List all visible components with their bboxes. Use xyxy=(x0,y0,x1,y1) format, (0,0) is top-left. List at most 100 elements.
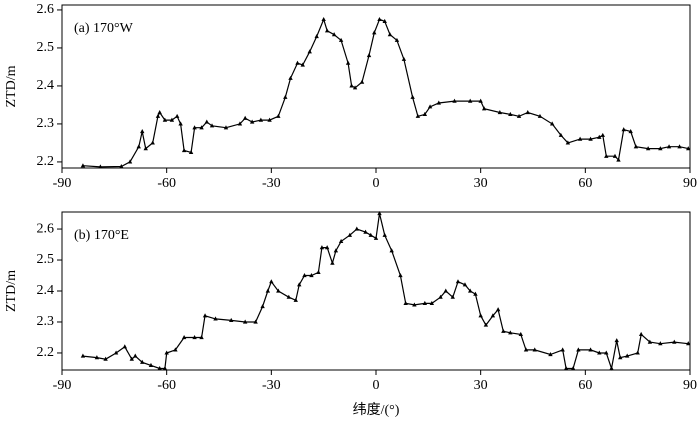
data-marker xyxy=(178,121,183,126)
data-marker xyxy=(548,352,553,357)
data-marker xyxy=(558,132,564,137)
data-marker xyxy=(150,140,155,145)
data-marker xyxy=(293,297,298,302)
data-marker xyxy=(258,117,264,122)
data-marker xyxy=(389,248,394,253)
data-marker xyxy=(422,111,428,117)
data-marker xyxy=(633,144,639,149)
data-marker xyxy=(127,159,133,164)
data-marker xyxy=(443,288,448,293)
data-marker xyxy=(422,300,428,305)
y-tick-label: 2.4 xyxy=(37,78,55,93)
y-tick-label: 2.6 xyxy=(37,2,55,17)
data-marker xyxy=(129,356,134,361)
data-marker xyxy=(618,355,623,360)
data-marker xyxy=(403,300,408,305)
data-marker xyxy=(427,104,433,109)
data-marker xyxy=(319,245,325,250)
data-marker xyxy=(174,113,180,118)
data-marker xyxy=(140,129,145,134)
data-marker xyxy=(401,56,407,61)
data-marker xyxy=(155,113,161,118)
data-marker xyxy=(473,291,478,296)
y-tick-label: 2.5 xyxy=(37,40,55,55)
data-marker xyxy=(368,232,373,237)
data-marker xyxy=(377,16,382,22)
data-marker xyxy=(450,294,455,299)
data-marker xyxy=(597,134,602,139)
data-marker xyxy=(314,34,319,39)
data-marker xyxy=(516,113,522,118)
data-marker xyxy=(490,313,496,318)
data-marker xyxy=(635,350,640,355)
data-marker xyxy=(302,273,307,278)
data-marker xyxy=(143,146,148,151)
data-marker xyxy=(366,53,372,58)
data-marker xyxy=(352,85,358,90)
data-marker xyxy=(621,127,626,132)
data-marker xyxy=(265,288,271,293)
data-marker xyxy=(286,294,291,299)
data-marker xyxy=(468,288,473,293)
data-marker xyxy=(576,347,581,352)
data-marker xyxy=(501,328,506,333)
data-marker xyxy=(209,123,215,128)
data-marker xyxy=(276,288,281,293)
data-marker xyxy=(394,37,400,42)
data-marker xyxy=(429,300,435,305)
data-marker xyxy=(537,113,543,118)
data-marker xyxy=(658,341,663,346)
data-marker xyxy=(80,163,86,168)
data-marker xyxy=(331,32,337,37)
data-marker xyxy=(223,125,229,130)
data-marker xyxy=(359,79,365,84)
data-marker xyxy=(192,125,197,130)
data-marker xyxy=(600,132,605,137)
data-marker xyxy=(288,75,293,80)
data-marker xyxy=(363,229,368,234)
data-marker xyxy=(316,269,321,275)
data-marker xyxy=(242,319,248,324)
data-marker xyxy=(597,350,602,355)
data-marker xyxy=(588,136,593,141)
data-marker xyxy=(269,279,274,284)
data-marker xyxy=(157,365,162,371)
data-marker xyxy=(612,153,618,158)
data-marker xyxy=(162,365,168,371)
data-marker xyxy=(410,94,415,99)
data-marker xyxy=(204,119,209,124)
data-marker xyxy=(300,62,305,67)
data-marker xyxy=(297,282,302,287)
data-marker xyxy=(324,245,330,250)
data-line xyxy=(82,17,689,168)
data-marker xyxy=(307,49,312,54)
data-marker xyxy=(122,344,127,349)
data-marker xyxy=(481,106,487,111)
data-marker xyxy=(645,146,651,151)
data-marker xyxy=(560,347,565,352)
x-tick-label: -60 xyxy=(157,176,176,191)
data-marker xyxy=(483,322,489,327)
x-tick-label: 60 xyxy=(578,176,592,191)
data-marker xyxy=(508,330,513,335)
y-tick-label: 2.6 xyxy=(37,221,55,236)
x-tick-label: -90 xyxy=(53,378,72,393)
data-marker xyxy=(532,347,537,352)
data-marker xyxy=(382,18,387,23)
data-marker xyxy=(229,317,234,323)
data-marker xyxy=(181,334,187,340)
data-marker xyxy=(495,307,501,312)
data-marker xyxy=(455,279,461,284)
x-tick-label: -30 xyxy=(262,378,281,393)
y-tick-label: 2.2 xyxy=(37,345,55,360)
x-tick-label: 0 xyxy=(373,378,380,393)
data-marker xyxy=(518,331,523,336)
data-marker xyxy=(614,338,619,343)
data-marker xyxy=(372,30,377,35)
x-tick-label: -90 xyxy=(53,176,72,191)
data-marker xyxy=(253,319,258,324)
data-marker xyxy=(338,37,344,42)
data-marker xyxy=(321,16,326,22)
data-marker xyxy=(452,98,457,103)
